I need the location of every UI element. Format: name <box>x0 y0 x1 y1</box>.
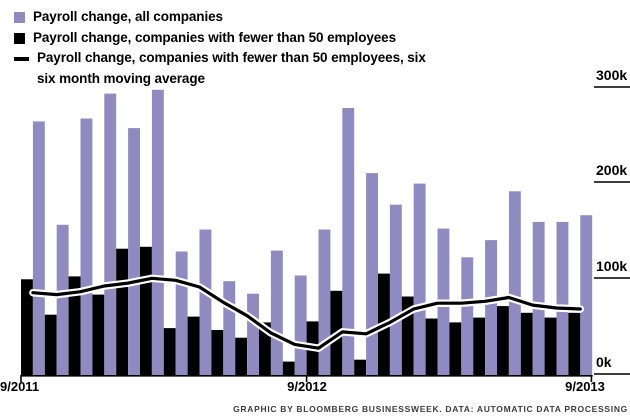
legend: Payroll change, all companies Payroll ch… <box>14 7 426 89</box>
bar-all-companies <box>32 121 45 376</box>
bar-all-companies <box>175 251 188 375</box>
legend-item-small-companies: Payroll change, companies with fewer tha… <box>14 28 426 49</box>
legend-item-moving-average: Payroll change, companies with fewer tha… <box>14 48 426 89</box>
bar-small-companies <box>401 296 414 375</box>
y-axis-label-200k: 200k <box>594 159 630 183</box>
bar-small-companies <box>44 314 57 375</box>
bar-all-companies <box>556 221 569 375</box>
bar-small-companies <box>473 317 486 375</box>
bar-all-companies <box>389 204 402 375</box>
bar-all-companies <box>223 281 236 375</box>
bar-small-companies <box>163 328 176 375</box>
bar-all-companies <box>485 240 497 375</box>
bar-small-companies <box>544 317 557 375</box>
bar-small-companies <box>211 330 224 375</box>
bar-all-companies <box>318 229 331 375</box>
bar-all-companies <box>366 173 378 375</box>
bar-all-companies <box>247 293 259 375</box>
bar-small-companies <box>259 322 271 375</box>
moving-average-line-swatch-icon <box>14 57 29 61</box>
bar-small-companies <box>354 359 367 375</box>
legend-label-moving-average: Payroll change, companies with fewer tha… <box>37 50 426 86</box>
bar-small-companies <box>449 322 462 375</box>
bar-small-companies <box>282 361 295 375</box>
bar-small-companies <box>92 294 105 375</box>
x-axis-label-9-2013: 9/2013 <box>565 379 605 394</box>
x-axis-label-9-2012: 9/2012 <box>287 379 327 394</box>
bar-small-companies <box>425 318 438 375</box>
bar-all-companies <box>80 118 93 375</box>
bar-small-companies <box>21 279 33 375</box>
all-companies-swatch-icon <box>14 12 25 23</box>
bar-small-companies <box>497 306 509 375</box>
bar-all-companies <box>104 93 117 375</box>
bar-small-companies <box>235 337 248 375</box>
bar-all-companies <box>532 221 545 375</box>
bar-all-companies <box>508 191 521 375</box>
bar-small-companies <box>68 276 81 375</box>
bar-small-companies <box>520 312 533 375</box>
source-credit: GRAPHIC BY BLOOMBERG BUSINESSWEEK. DATA:… <box>233 404 628 414</box>
y-axis-label-100k: 100k <box>594 255 630 279</box>
bar-all-companies <box>151 89 164 376</box>
bar-all-companies <box>413 183 426 375</box>
legend-label-all-companies: Payroll change, all companies <box>33 9 223 24</box>
bar-all-companies <box>56 224 69 375</box>
bar-all-companies <box>294 275 307 375</box>
x-axis-label-9-2011: 9/2011 <box>0 379 40 394</box>
bar-all-companies <box>342 108 355 375</box>
moving-average-line <box>31 276 582 350</box>
bar-small-companies <box>116 248 129 375</box>
legend-label-small-companies: Payroll change, companies with fewer tha… <box>33 29 396 45</box>
bar-small-companies <box>187 316 200 375</box>
bar-all-companies <box>270 250 283 375</box>
bar-all-companies <box>461 257 474 375</box>
legend-item-all-companies: Payroll change, all companies <box>14 7 426 28</box>
bar-all-companies <box>199 229 212 375</box>
bar-small-companies <box>140 246 152 375</box>
bar-all-companies <box>580 215 593 375</box>
bar-all-companies <box>128 128 140 375</box>
y-axis-label-0k: 0k <box>594 351 630 375</box>
bar-small-companies <box>568 312 581 375</box>
y-axis-label-300k: 300k <box>594 64 630 88</box>
small-companies-swatch-icon <box>14 32 25 44</box>
